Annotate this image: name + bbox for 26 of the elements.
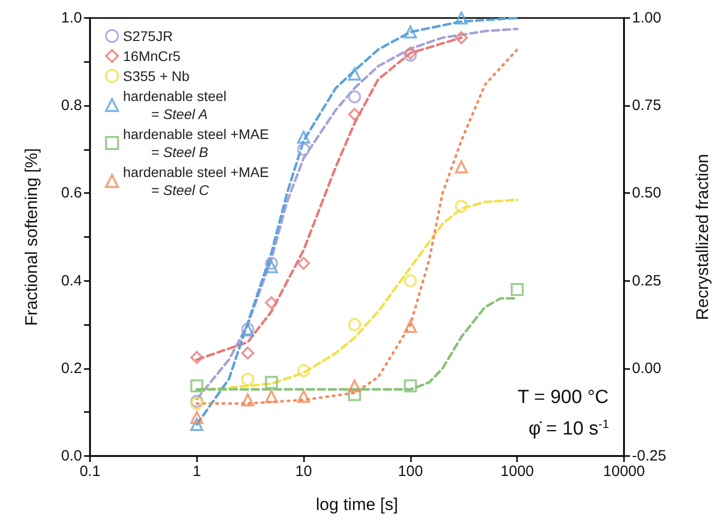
legend-label: 16MnCr5 bbox=[123, 48, 181, 64]
x-tick-label: 10000 bbox=[603, 463, 645, 480]
legend-label: S355 + Nb bbox=[123, 68, 190, 84]
x-tick-label: 1000 bbox=[500, 463, 534, 480]
y2-tick-label: 0.75 bbox=[632, 97, 662, 114]
y-tick-label: 0.2 bbox=[61, 360, 82, 377]
legend-label: hardenable steel +MAE = Steel C bbox=[123, 164, 269, 198]
annotation: T = 900 °C bbox=[517, 387, 609, 408]
y2-tick-label: 0.25 bbox=[632, 272, 662, 290]
y-tick-label: 1.0 bbox=[61, 10, 82, 26]
y-tick-label: 0.6 bbox=[61, 184, 82, 202]
x-axis-title: log time [s] bbox=[316, 495, 398, 514]
x-tick-label: 1 bbox=[192, 463, 201, 480]
legend-label: S275JR bbox=[123, 28, 173, 44]
x-tick-label: 10 bbox=[295, 463, 312, 480]
y2-tick-label: 0.00 bbox=[632, 360, 662, 377]
y-axis-title: Fractional softening [%] bbox=[22, 148, 41, 326]
x-tick-label: 0.1 bbox=[80, 463, 100, 480]
y2-axis-title: Recrystallized fraction bbox=[693, 154, 712, 320]
y-tick-label: 0.0 bbox=[61, 448, 82, 464]
y-tick-label: 0.8 bbox=[61, 97, 82, 114]
y2-tick-label: -0.25 bbox=[632, 448, 666, 464]
x-tick-label: 100 bbox=[398, 463, 423, 480]
y2-tick-label: 1.00 bbox=[632, 10, 662, 26]
y2-tick-label: 0.50 bbox=[632, 184, 662, 202]
y-tick-label: 0.4 bbox=[61, 272, 82, 290]
